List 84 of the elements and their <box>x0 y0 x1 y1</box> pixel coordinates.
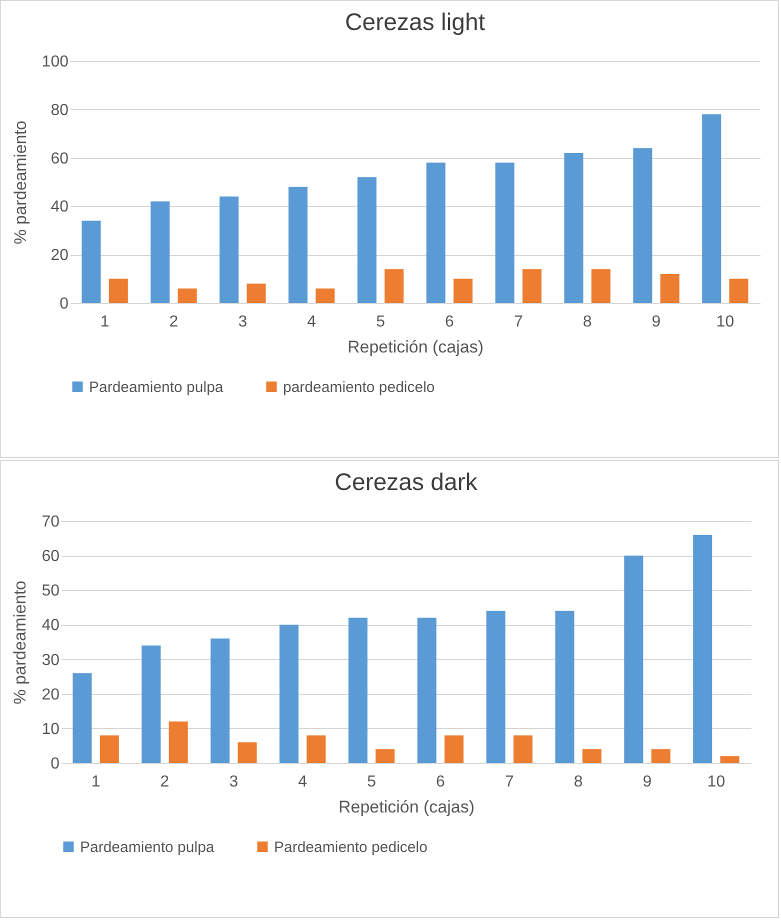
y-axis-title: % pardeamiento <box>10 120 30 244</box>
x-tick-label: 6 <box>445 314 454 330</box>
bar <box>72 673 92 763</box>
x-tick-label: 7 <box>514 314 523 330</box>
chart-title: Cerezas light <box>344 9 486 36</box>
y-tick-label: 60 <box>50 150 69 168</box>
x-tick-label: 5 <box>367 774 376 790</box>
bar <box>220 196 239 303</box>
bar <box>108 278 128 303</box>
bar <box>238 742 257 763</box>
bar <box>82 220 101 303</box>
x-tick-label: 3 <box>238 314 248 330</box>
x-tick-label: 10 <box>707 774 726 790</box>
legend-label: Pardeamiento pulpa <box>80 838 215 856</box>
x-tick-label: 8 <box>582 314 592 330</box>
x-tick-label: 2 <box>160 774 170 790</box>
bar <box>168 722 188 763</box>
bar <box>280 624 299 763</box>
x-tick-label: 8 <box>574 774 583 790</box>
bar <box>555 610 574 763</box>
bar <box>454 278 473 303</box>
bar <box>564 152 584 303</box>
y-tick-label: 60 <box>42 548 60 566</box>
x-tick-label: 5 <box>376 314 386 330</box>
x-tick-label: 10 <box>716 314 734 330</box>
bar <box>417 618 436 763</box>
chart-title: Cerezas dark <box>334 469 478 496</box>
bar <box>288 186 308 303</box>
bar <box>651 749 670 763</box>
bar <box>486 610 506 763</box>
x-tick-label: 9 <box>642 774 652 790</box>
bar <box>357 177 376 303</box>
y-tick-label: 20 <box>42 686 60 704</box>
bar <box>426 162 446 303</box>
x-tick-label: 4 <box>307 314 316 330</box>
y-tick-label: 100 <box>42 54 69 70</box>
bar <box>624 556 644 763</box>
bar <box>633 148 652 303</box>
legend-label: Pardeamiento pulpa <box>89 378 224 396</box>
y-tick-label: 0 <box>60 296 69 312</box>
bar <box>660 274 680 303</box>
bar <box>210 638 230 763</box>
y-axis-title: % pardeamiento <box>10 580 30 704</box>
x-axis-title: Repetición (cajas) <box>347 338 484 356</box>
y-tick-label: 40 <box>50 198 69 216</box>
x-tick-label: 7 <box>504 774 514 790</box>
bar <box>495 162 514 303</box>
bar <box>702 114 722 303</box>
bar <box>142 645 161 763</box>
bar <box>150 201 170 303</box>
bar <box>729 278 748 303</box>
y-tick-label: 40 <box>42 617 60 634</box>
y-tick-label: 30 <box>42 652 60 669</box>
y-tick-label: 80 <box>50 102 69 119</box>
legend-label: pardeamiento pedicelo <box>283 378 435 396</box>
y-tick-label: 70 <box>42 514 60 530</box>
bar <box>348 618 368 763</box>
x-tick-label: 9 <box>652 314 661 330</box>
y-tick-label: 0 <box>50 756 60 772</box>
x-tick-label: 6 <box>436 774 446 790</box>
bar <box>376 749 395 763</box>
bar <box>306 735 326 763</box>
x-tick-label: 2 <box>169 314 178 330</box>
bar <box>693 534 712 763</box>
y-tick-label: 20 <box>50 247 69 264</box>
x-tick-label: 4 <box>298 774 308 790</box>
x-tick-label: 3 <box>229 774 238 790</box>
x-tick-label: 1 <box>100 314 110 330</box>
legend-label: Pardeamiento pedicelo <box>274 838 428 856</box>
bar <box>720 756 740 763</box>
y-tick-label: 10 <box>42 720 60 738</box>
bar <box>444 735 464 763</box>
bar <box>582 749 602 763</box>
y-tick-label: 50 <box>42 582 60 600</box>
bar <box>384 269 404 303</box>
bar <box>246 284 266 303</box>
bar <box>100 735 119 763</box>
bar <box>591 269 610 303</box>
bar <box>178 288 197 303</box>
bar <box>522 269 542 303</box>
x-axis-title: Repetición (cajas) <box>338 798 475 816</box>
x-tick-label: 1 <box>91 774 100 790</box>
bar <box>513 735 532 763</box>
bar <box>316 288 335 303</box>
